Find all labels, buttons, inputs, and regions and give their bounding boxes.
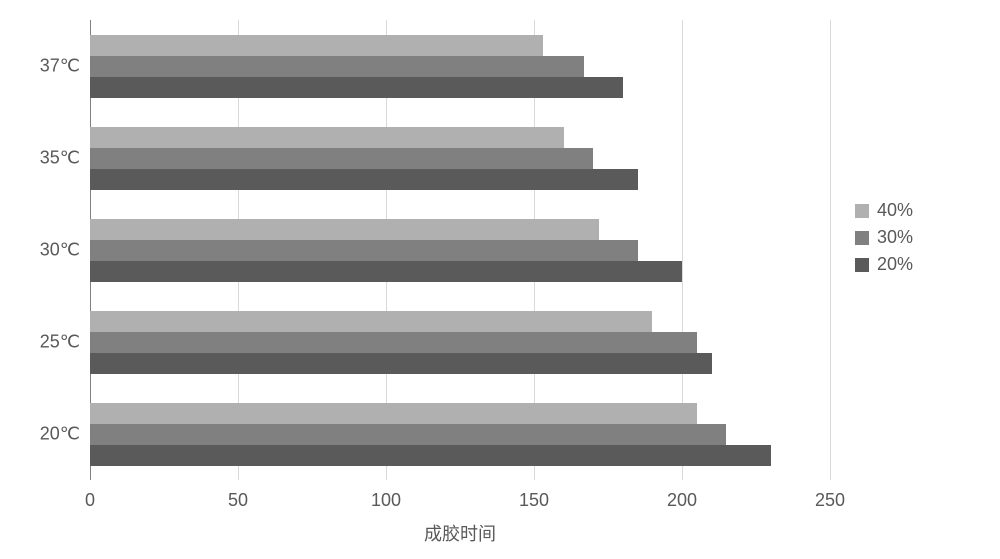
x-axis-title: 成胶时间 xyxy=(424,520,496,546)
legend-label: 30% xyxy=(877,227,913,248)
bar xyxy=(90,261,682,282)
legend-swatch xyxy=(855,231,869,245)
legend-label: 20% xyxy=(877,254,913,275)
bar xyxy=(90,353,712,374)
bar xyxy=(90,219,599,240)
bar xyxy=(90,169,638,190)
bar xyxy=(90,56,584,77)
x-tick-label: 100 xyxy=(371,490,401,511)
x-tick-label: 0 xyxy=(85,490,95,511)
x-tick-label: 150 xyxy=(519,490,549,511)
y-category-label: 35℃ xyxy=(30,148,80,169)
legend: 40% 30% 20% xyxy=(855,200,913,281)
y-category-label: 25℃ xyxy=(30,332,80,353)
legend-swatch xyxy=(855,258,869,272)
gridline xyxy=(830,20,831,480)
x-tick-label: 250 xyxy=(815,490,845,511)
x-tick-label: 50 xyxy=(228,490,248,511)
y-category-label: 30℃ xyxy=(30,240,80,261)
legend-item: 20% xyxy=(855,254,913,275)
bar xyxy=(90,445,771,466)
legend-swatch xyxy=(855,204,869,218)
bar xyxy=(90,240,638,261)
legend-item: 30% xyxy=(855,227,913,248)
bar xyxy=(90,424,726,445)
bar xyxy=(90,127,564,148)
y-category-label: 20℃ xyxy=(30,424,80,445)
legend-label: 40% xyxy=(877,200,913,221)
plot-area xyxy=(90,20,830,480)
bar xyxy=(90,148,593,169)
bar xyxy=(90,35,543,56)
y-category-label: 37℃ xyxy=(30,56,80,77)
legend-item: 40% xyxy=(855,200,913,221)
bar xyxy=(90,77,623,98)
x-tick-label: 200 xyxy=(667,490,697,511)
bar xyxy=(90,311,652,332)
bar xyxy=(90,403,697,424)
bar xyxy=(90,332,697,353)
chart-container: 37℃ 35℃ 30℃ 25℃ 20℃ 0 50 100 150 200 250 成胶时间 40%… xyxy=(0,0,1000,559)
